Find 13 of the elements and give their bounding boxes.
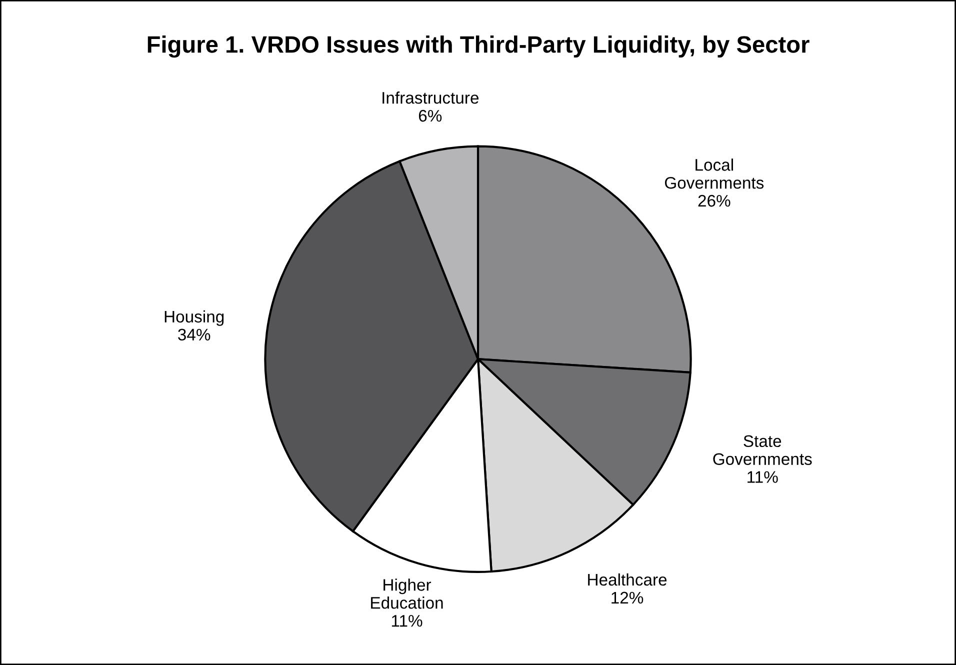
data-label: 26%	[698, 194, 730, 207]
data-label: 6%	[418, 110, 442, 122]
data-label: 11%	[392, 615, 422, 627]
slice-label: Infrastructure	[382, 92, 479, 104]
data-label: 11%	[748, 471, 778, 483]
data-label: 12%	[612, 592, 644, 604]
slice-label: Local Governments	[664, 158, 764, 189]
slice-label: Healthcare	[588, 573, 667, 586]
data-label: 34%	[178, 328, 210, 341]
chart-title: Figure 1. VRDO Issues with Third-Party Liquidity, by Sector	[148, 35, 810, 58]
slice-label: Higher Education	[371, 578, 443, 609]
slice-label: State Governments	[713, 435, 812, 465]
slice-label: Housing	[164, 310, 224, 326]
